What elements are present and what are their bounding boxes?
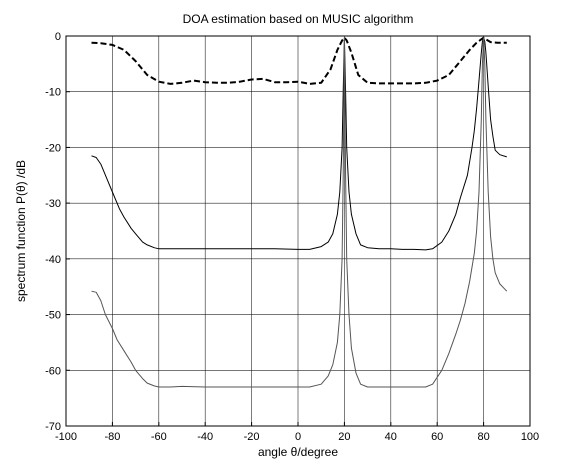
x-tick-label: -60 [151, 431, 167, 443]
series-line-2 [91, 37, 507, 251]
x-tick-label: -100 [55, 431, 77, 443]
y-axis-label: spectrum function P(θ) /dB [14, 160, 28, 302]
y-tick-label: -50 [45, 310, 61, 322]
x-tick-label: 20 [338, 431, 350, 443]
x-tick-label: 60 [431, 431, 443, 443]
x-tick-label: -40 [197, 431, 213, 443]
y-tick-label: -60 [45, 365, 61, 377]
y-tick-label: -10 [45, 87, 61, 99]
chart-title: DOA estimation based on MUSIC algorithm [183, 12, 414, 26]
x-tick-label: -80 [104, 431, 120, 443]
y-axis-ticks: 0 -10 -20 -30 -40 -50 -60 -70 [45, 31, 70, 433]
x-tick-label: 40 [385, 431, 397, 443]
x-axis-ticks: -100 -80 -60 -40 -20 0 20 40 60 80 100 [55, 422, 539, 443]
y-tick-label: 0 [55, 31, 61, 43]
y-tick-label: -30 [45, 198, 61, 210]
y-tick-label: -20 [45, 142, 61, 154]
x-tick-label: 100 [521, 431, 539, 443]
x-tick-label: 0 [295, 431, 301, 443]
series-layer [91, 36, 508, 388]
x-tick-label: 80 [477, 431, 489, 443]
grid-layer [66, 36, 530, 426]
y-tick-label: -40 [45, 254, 61, 266]
x-axis-label: angle θ/degree [258, 445, 338, 459]
series-line-1 [91, 36, 507, 85]
y-tick-label: -70 [45, 421, 61, 433]
x-tick-label: -20 [244, 431, 260, 443]
series-line-3 [91, 37, 508, 388]
